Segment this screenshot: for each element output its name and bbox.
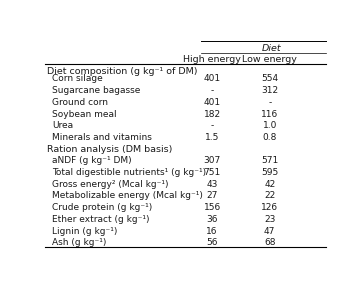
- Text: -: -: [211, 121, 214, 130]
- Text: 36: 36: [206, 215, 218, 224]
- Text: Corn silage: Corn silage: [52, 74, 103, 83]
- Text: 47: 47: [264, 226, 275, 236]
- Text: 751: 751: [203, 168, 221, 177]
- Text: Ash (g kg⁻¹): Ash (g kg⁻¹): [52, 238, 107, 247]
- Text: 595: 595: [261, 168, 278, 177]
- Text: High energy: High energy: [183, 55, 241, 63]
- Text: Ration analysis (DM basis): Ration analysis (DM basis): [47, 145, 173, 154]
- Text: 16: 16: [206, 226, 218, 236]
- Text: 1.5: 1.5: [205, 133, 219, 142]
- Text: Soybean meal: Soybean meal: [52, 110, 117, 119]
- Text: Diet: Diet: [262, 44, 282, 53]
- Text: 22: 22: [264, 192, 275, 201]
- Text: Ether extract (g kg⁻¹): Ether extract (g kg⁻¹): [52, 215, 150, 224]
- Text: 554: 554: [261, 74, 278, 83]
- Text: Crude protein (g kg⁻¹): Crude protein (g kg⁻¹): [52, 203, 152, 212]
- Text: aNDF (g kg⁻¹ DM): aNDF (g kg⁻¹ DM): [52, 156, 132, 165]
- Text: 27: 27: [206, 192, 218, 201]
- Text: Urea: Urea: [52, 121, 73, 130]
- Text: Gross energy² (Mcal kg⁻¹): Gross energy² (Mcal kg⁻¹): [52, 180, 169, 189]
- Text: Metabolizable energy (Mcal kg⁻¹): Metabolizable energy (Mcal kg⁻¹): [52, 192, 203, 201]
- Text: Low energy: Low energy: [242, 55, 297, 63]
- Text: 23: 23: [264, 215, 275, 224]
- Text: Ground corn: Ground corn: [52, 98, 108, 107]
- Text: 156: 156: [203, 203, 221, 212]
- Text: -: -: [211, 86, 214, 95]
- Text: 401: 401: [203, 74, 221, 83]
- Text: 0.8: 0.8: [262, 133, 277, 142]
- Text: 307: 307: [203, 156, 221, 165]
- Text: Minerals and vitamins: Minerals and vitamins: [52, 133, 152, 142]
- Text: 312: 312: [261, 86, 278, 95]
- Text: 116: 116: [261, 110, 278, 119]
- Text: 126: 126: [261, 203, 278, 212]
- Text: -: -: [268, 98, 271, 107]
- Text: 42: 42: [264, 180, 275, 189]
- Text: Diet composition (g kg⁻¹ of DM): Diet composition (g kg⁻¹ of DM): [47, 67, 198, 76]
- Text: Total digestible nutrients¹ (g kg⁻¹): Total digestible nutrients¹ (g kg⁻¹): [52, 168, 206, 177]
- Text: 401: 401: [203, 98, 221, 107]
- Text: 182: 182: [203, 110, 221, 119]
- Text: Lignin (g kg⁻¹): Lignin (g kg⁻¹): [52, 226, 118, 236]
- Text: 1.0: 1.0: [262, 121, 277, 130]
- Text: 571: 571: [261, 156, 278, 165]
- Text: Sugarcane bagasse: Sugarcane bagasse: [52, 86, 141, 95]
- Text: 43: 43: [206, 180, 218, 189]
- Text: 68: 68: [264, 238, 275, 247]
- Text: 56: 56: [206, 238, 218, 247]
